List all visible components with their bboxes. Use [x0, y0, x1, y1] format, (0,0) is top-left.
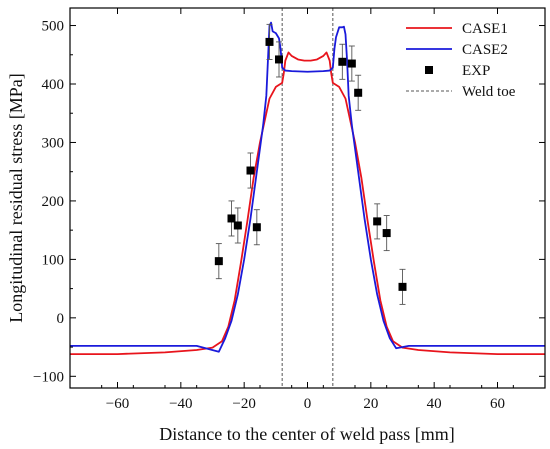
exp-point: [354, 74, 363, 111]
x-tick-label: 20: [363, 396, 378, 412]
exp-marker: [227, 214, 236, 223]
legend-marker-exp: [425, 66, 433, 74]
exp-marker: [347, 59, 356, 68]
exp-marker: [354, 88, 363, 97]
y-tick-label: 400: [42, 77, 65, 93]
x-tick-label: 40: [427, 396, 442, 412]
exp-point: [252, 209, 261, 246]
exp-point: [275, 41, 283, 78]
exp-point: [233, 207, 242, 244]
exp-marker: [214, 257, 223, 266]
legend-label: CASE1: [462, 21, 508, 37]
exp-marker: [275, 55, 283, 64]
x-tick-label: −20: [232, 396, 255, 412]
y-tick-label: 500: [42, 19, 65, 35]
weld-toe-layer: [281, 8, 334, 388]
x-tick-label: 60: [490, 396, 505, 412]
y-tick-label: 300: [42, 135, 65, 151]
exp-point: [246, 152, 255, 189]
exp-marker: [373, 217, 382, 226]
exp-point: [265, 23, 274, 60]
legend-label: CASE2: [462, 42, 508, 58]
exp-point: [347, 45, 356, 82]
exp-marker: [382, 229, 391, 238]
series-line-case2: [70, 21, 545, 353]
x-axis-label: Distance to the center of weld pass [mm]: [159, 424, 454, 444]
y-tick-label: 0: [57, 311, 65, 327]
x-tick-label: 0: [304, 396, 312, 412]
exp-marker: [252, 223, 261, 232]
lines-layer: [70, 21, 545, 355]
legend-label: Weld toe: [462, 84, 516, 100]
series-line-case1: [70, 51, 545, 355]
exp-marker: [398, 282, 407, 291]
y-tick-label: 200: [42, 194, 65, 210]
exp-point: [338, 43, 347, 80]
x-tick-label: −60: [106, 396, 129, 412]
ticks-layer: −60 −40 −20 0 20 40 60 −100 0 100 200 300 400 500: [33, 8, 546, 412]
exp-point: [373, 203, 382, 240]
y-tick-label: −100: [33, 369, 64, 385]
exp-point: [398, 268, 407, 305]
exp-marker: [233, 221, 242, 230]
points-layer: [214, 23, 407, 305]
legend-label: EXP: [462, 63, 490, 79]
exp-point: [214, 243, 223, 280]
legend: CASE1 CASE2 EXP Weld toe: [406, 21, 516, 100]
x-tick-label: −40: [169, 396, 192, 412]
exp-point: [382, 215, 391, 252]
y-axis-label: Longitudinal residual stress [MPa]: [6, 73, 26, 322]
exp-marker: [246, 166, 255, 175]
y-tick-label: 100: [42, 252, 65, 268]
exp-marker: [338, 57, 347, 66]
exp-marker: [265, 37, 274, 46]
exp-point: [227, 200, 236, 237]
